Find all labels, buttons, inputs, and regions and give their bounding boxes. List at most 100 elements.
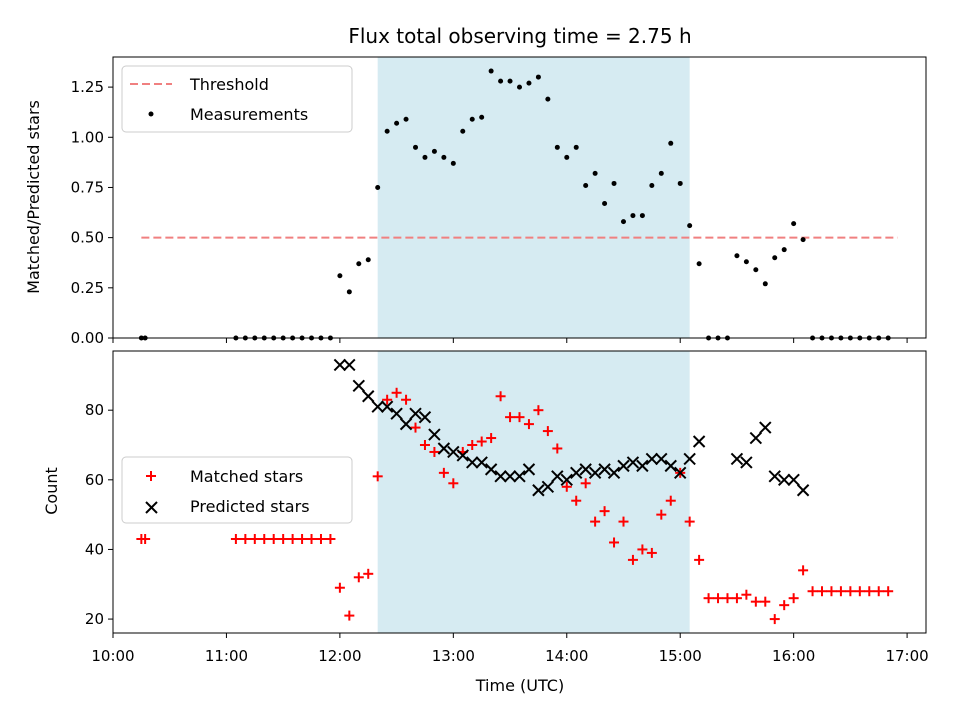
matched-star-point	[750, 596, 761, 607]
predicted-star-point	[371, 400, 384, 413]
matched-star-point	[325, 534, 336, 544]
measurements-legend-swatch	[148, 111, 154, 117]
matched-star-point	[438, 467, 449, 478]
predicted-star-point	[494, 470, 507, 483]
matched-star-point	[684, 516, 695, 527]
matched-star-point	[599, 506, 610, 517]
y-tick-label: 80	[85, 401, 104, 419]
matched-star-point	[514, 412, 525, 423]
matched-star-point	[334, 582, 345, 593]
measurement-point	[337, 273, 343, 279]
matched-star-point	[372, 471, 383, 482]
predicted-star-point	[692, 435, 706, 448]
y-tick-label: 60	[85, 471, 104, 489]
matched-star-point	[646, 547, 657, 558]
measurement-point	[611, 180, 617, 186]
matched-star-point	[240, 534, 251, 544]
measurement-point	[535, 74, 541, 80]
matched-star-point	[571, 495, 582, 506]
matched-star-point	[561, 481, 572, 492]
matched-star-point	[713, 593, 724, 604]
matched-star-point	[287, 534, 298, 544]
y-tick-label: 40	[85, 540, 104, 558]
matched-star-point	[410, 422, 421, 433]
bottom-x-axis-label: Time (UTC)	[475, 676, 564, 695]
y-tick-label: 20	[85, 610, 104, 628]
predicted-star-point	[588, 466, 602, 480]
matched-star-point	[278, 534, 289, 544]
matched-star-point	[864, 586, 875, 597]
measurement-point	[668, 140, 674, 146]
y-tick-label: 0.00	[71, 329, 104, 347]
predicted-star-point	[437, 442, 451, 455]
y-tick-label: 1.25	[71, 78, 104, 96]
predicted-star-point	[399, 417, 413, 431]
predicted-star-point	[730, 452, 744, 466]
measurement-point	[507, 78, 513, 84]
bottom-legend: Matched stars Predicted stars	[121, 456, 353, 524]
measurement-point	[602, 201, 608, 207]
matched-star-point	[665, 495, 676, 506]
predicted-star-point	[503, 470, 517, 483]
matched-star-point	[845, 586, 856, 597]
measurement-point	[450, 160, 456, 166]
measurement-point	[762, 281, 768, 287]
measurement-point	[620, 219, 626, 225]
measurement-point	[422, 154, 428, 160]
predicted-star-point	[484, 463, 498, 476]
predicted-star-point	[645, 452, 659, 466]
matched-star-point	[618, 516, 629, 527]
bottom-marks	[136, 358, 894, 625]
bottom-x-ticks: 10:00 11:00 12:00 13:00 14:00 15:00 16:00 17:00	[91, 633, 929, 665]
bottom-panel: 20 40 60 80 10:00 11:00 12:00 13:00 14:00 15:00 1…	[42, 350, 929, 695]
matched-star-point	[542, 426, 553, 437]
top-legend: Threshold Measurements	[121, 65, 353, 133]
x-tick-label: 14:00	[545, 647, 588, 665]
matched-star-point	[769, 614, 780, 625]
measurement-point	[554, 144, 560, 150]
predicted-star-point	[447, 445, 460, 459]
threshold-legend-label: Threshold	[189, 75, 269, 94]
predicted-star-point	[390, 407, 403, 420]
matched-star-point	[140, 534, 151, 544]
measurement-point	[592, 170, 598, 176]
predicted-star-point	[428, 428, 441, 441]
measurement-point	[469, 116, 475, 122]
top-y-axis-label: Matched/Predicted stars	[24, 100, 43, 294]
bottom-plot-frame	[112, 350, 927, 634]
measurement-point	[639, 213, 645, 219]
measurement-point	[630, 213, 636, 219]
observing-span	[377, 57, 690, 338]
measurement-point	[677, 180, 683, 186]
measurement-point	[460, 128, 466, 134]
measurement-point	[479, 114, 485, 120]
top-legend-box	[121, 65, 353, 133]
predicted-star-point	[664, 459, 677, 473]
predicted-star-point	[674, 466, 687, 480]
matched-star-point	[391, 387, 402, 398]
matched-star-point	[854, 586, 865, 597]
measurement-point	[526, 80, 532, 86]
matched-star-point	[306, 534, 317, 544]
measurement-point	[394, 120, 400, 126]
matched-star-point	[826, 586, 837, 597]
measurement-point	[545, 96, 551, 102]
predicted-star-point	[456, 449, 469, 462]
matched-star-point	[609, 537, 620, 548]
predicted-star-point	[626, 456, 640, 469]
top-y-ticks: 0.00 0.25 0.50 0.75 1.00 1.25	[71, 78, 113, 347]
predicted-star-point	[380, 400, 394, 413]
measurement-point	[687, 223, 693, 229]
matched-star-point	[344, 610, 355, 621]
measurement-point	[365, 257, 371, 263]
predicted-star-point	[418, 410, 432, 424]
measurement-point	[800, 237, 806, 243]
matched-star-point	[401, 394, 412, 405]
x-tick-label: 10:00	[91, 647, 134, 665]
measurement-point	[781, 247, 787, 253]
predicted-star-point	[598, 463, 611, 476]
predicted-star-point	[466, 456, 479, 469]
measurement-point	[743, 259, 749, 265]
measurement-point	[658, 170, 664, 176]
